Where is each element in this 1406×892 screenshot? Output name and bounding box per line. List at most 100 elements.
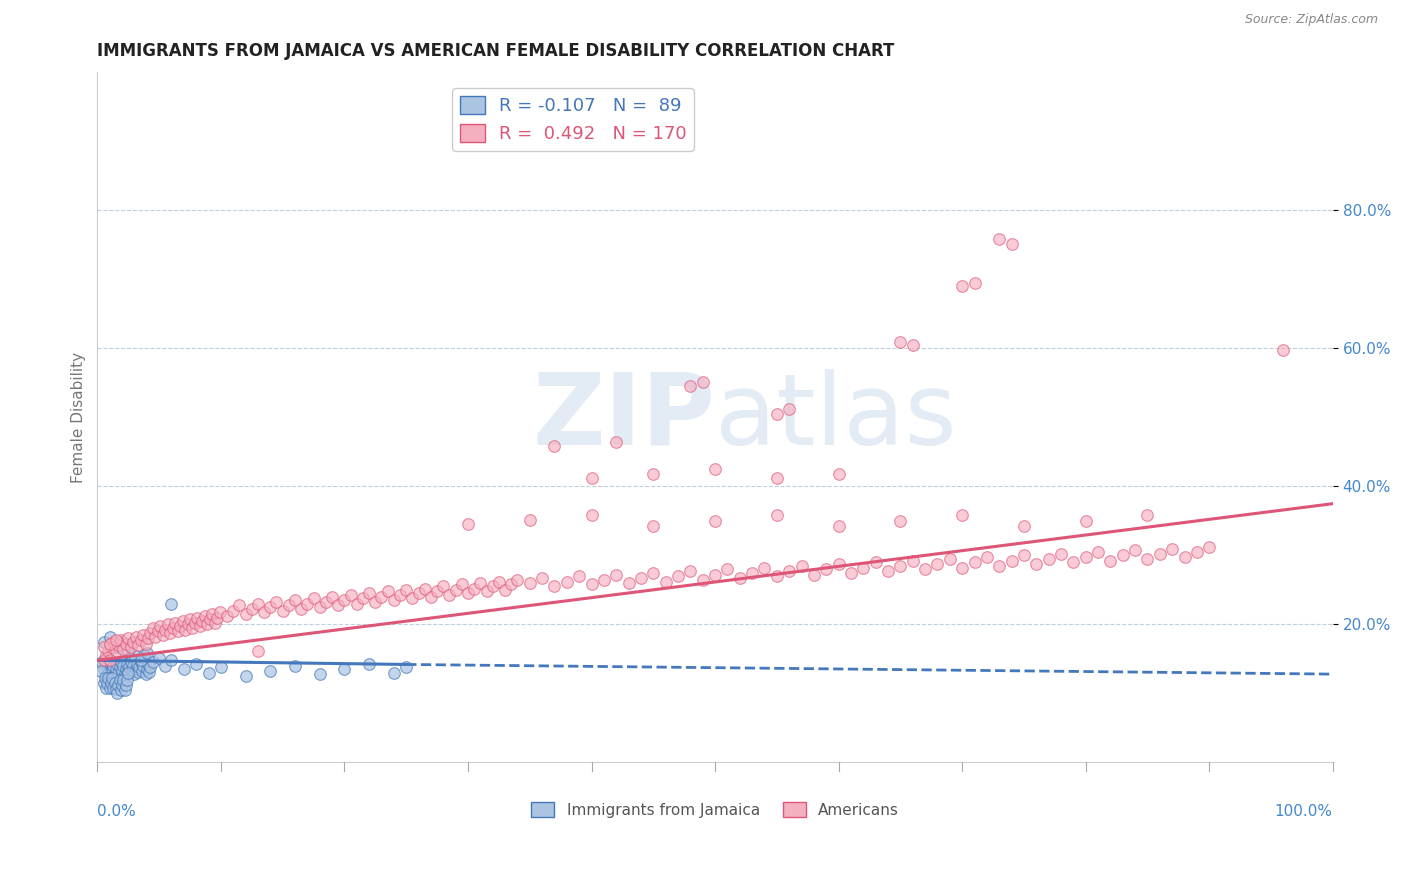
Point [1112, 549, 1135, 563]
Point [463, 582, 485, 596]
Point [152, 628, 174, 642]
Point [333, 593, 356, 607]
Point [321, 590, 343, 604]
Point [963, 276, 986, 290]
Point [108, 660, 131, 674]
Point [96, 657, 118, 672]
Point [111, 664, 134, 678]
Point [114, 637, 136, 651]
Point [692, 375, 714, 389]
Point [543, 439, 565, 453]
Point [1136, 508, 1159, 523]
Point [97, 643, 120, 657]
Point [457, 517, 479, 532]
Point [1272, 343, 1295, 357]
Point [188, 619, 211, 633]
Point [531, 570, 554, 584]
Point [114, 667, 136, 681]
Point [162, 621, 184, 635]
Point [377, 584, 399, 599]
Point [124, 648, 146, 663]
Point [148, 650, 170, 665]
Point [444, 582, 467, 597]
Point [1161, 541, 1184, 556]
Point [104, 676, 127, 690]
Point [201, 607, 224, 621]
Point [159, 625, 181, 640]
Point [108, 673, 131, 688]
Point [259, 600, 281, 615]
Point [457, 586, 479, 600]
Point [132, 628, 155, 642]
Point [97, 671, 120, 685]
Point [290, 602, 312, 616]
Point [1012, 549, 1035, 563]
Point [160, 653, 183, 667]
Point [1074, 514, 1097, 528]
Point [122, 634, 145, 648]
Point [142, 621, 165, 635]
Point [194, 609, 217, 624]
Point [104, 643, 127, 657]
Text: atlas: atlas [716, 369, 956, 466]
Point [352, 591, 374, 606]
Point [101, 665, 124, 679]
Point [617, 576, 640, 591]
Point [1198, 540, 1220, 554]
Point [100, 640, 122, 654]
Point [105, 686, 128, 700]
Point [132, 658, 155, 673]
Point [186, 657, 208, 672]
Point [766, 407, 789, 421]
Point [568, 569, 591, 583]
Point [104, 667, 127, 681]
Point [105, 657, 128, 671]
Point [889, 334, 911, 349]
Point [104, 681, 127, 696]
Point [110, 656, 132, 670]
Point [204, 615, 226, 630]
Point [96, 676, 118, 690]
Point [240, 602, 263, 616]
Point [581, 508, 603, 523]
Point [766, 508, 789, 523]
Point [470, 576, 492, 591]
Point [235, 607, 257, 621]
Point [217, 609, 239, 624]
Point [110, 632, 132, 647]
Text: 0.0%: 0.0% [97, 804, 136, 819]
Point [118, 660, 141, 674]
Point [475, 584, 498, 599]
Point [432, 579, 454, 593]
Point [426, 584, 449, 599]
Point [94, 669, 117, 683]
Point [1038, 552, 1060, 566]
Point [191, 614, 214, 628]
Point [115, 657, 138, 671]
Point [605, 567, 627, 582]
Point [198, 612, 221, 626]
Point [112, 673, 135, 688]
Point [413, 582, 436, 596]
Point [827, 519, 849, 533]
Point [754, 561, 776, 575]
Point [156, 617, 179, 632]
Point [939, 552, 962, 566]
Point [1136, 552, 1159, 566]
Point [988, 558, 1011, 573]
Point [643, 519, 665, 533]
Point [1000, 554, 1022, 568]
Point [266, 595, 288, 609]
Point [98, 630, 121, 644]
Point [103, 634, 125, 648]
Point [139, 625, 162, 640]
Point [328, 598, 350, 612]
Point [135, 662, 157, 676]
Point [555, 574, 578, 589]
Point [120, 640, 142, 654]
Point [308, 667, 330, 681]
Point [382, 665, 405, 680]
Point [172, 614, 194, 628]
Point [778, 564, 800, 578]
Point [176, 617, 198, 632]
